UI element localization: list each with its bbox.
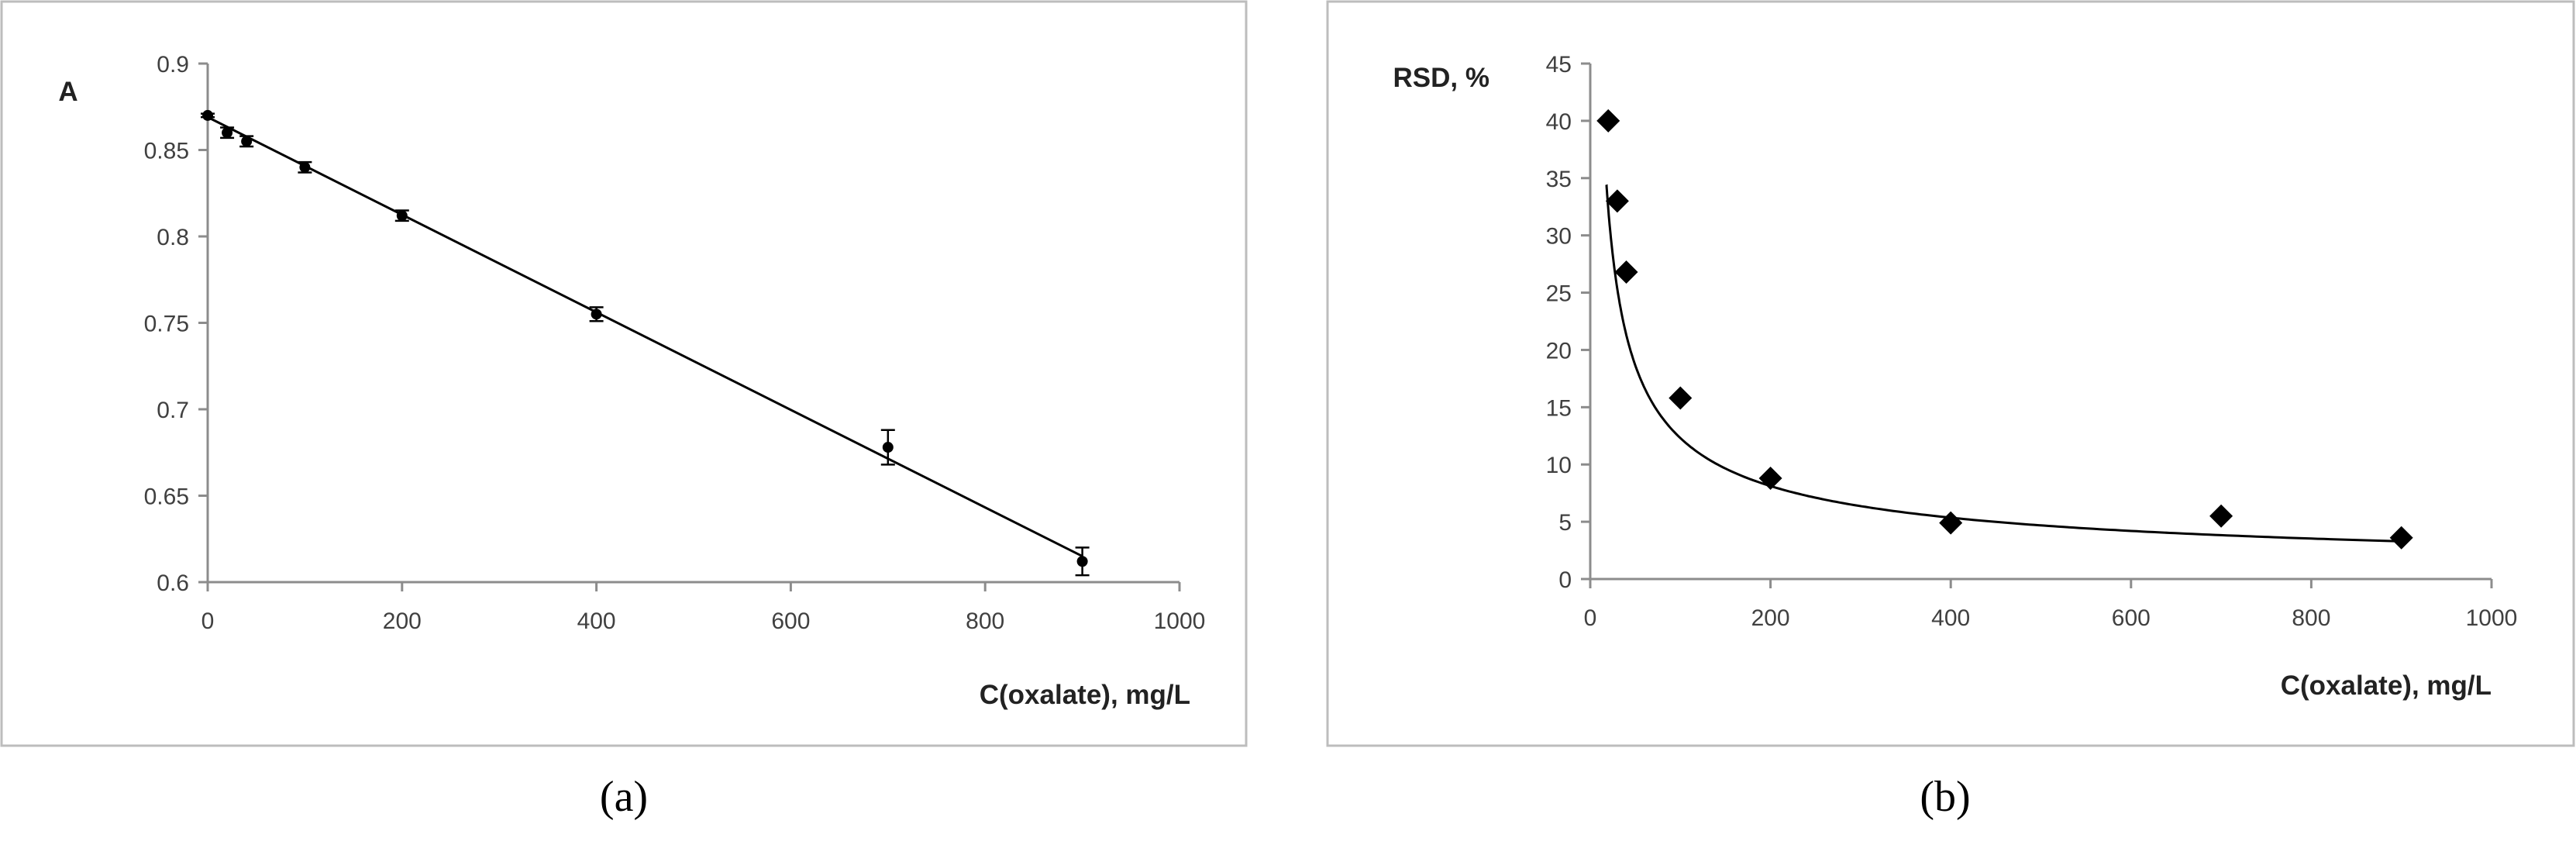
y-tick-label: 0.65 [144,484,189,510]
data-point [396,210,408,222]
data-point [222,127,233,139]
data-point [241,136,253,147]
y-tick-label: 35 [1546,167,1572,192]
data-point [202,109,213,121]
x-tick-label: 800 [966,608,1004,634]
x-axis-title: C(oxalate), mg/L [980,680,1190,710]
panel-b-caption: (b) [1920,773,1970,821]
data-point [882,442,894,453]
x-tick-label: 1000 [2466,605,2518,631]
x-tick-label: 800 [2292,605,2330,631]
panel-a-caption: (a) [600,773,648,821]
data-point [2389,526,2413,550]
y-tick-label: 20 [1546,338,1572,364]
y-tick-label: 40 [1546,109,1572,135]
y-tick-label: 10 [1546,453,1572,478]
y-tick-label: 0.6 [157,571,189,596]
x-tick-label: 1000 [1154,608,1206,634]
x-tick-label: 200 [1751,605,1790,631]
data-point [1605,189,1629,213]
y-tick-label: 0.9 [157,52,189,78]
y-tick-label: 25 [1546,281,1572,307]
data-point [1669,386,1693,410]
y-tick-label: 0 [1558,567,1572,593]
data-point [299,161,311,173]
trendline [1605,184,2402,543]
y-axis-title: RSD, % [1393,63,1489,93]
chart-panel-a: 0.6 0.65 0.7 0.75 0.8 0.85 0.9 0 200 400 600 800 100… [58,52,1205,710]
x-tick-label: 400 [577,608,616,634]
x-tick-label: 600 [2112,605,2151,631]
x-tick-label: 0 [201,608,215,634]
data-point [1939,511,1963,535]
x-tick-label: 0 [1584,605,1597,631]
y-tick-label: 5 [1558,510,1572,536]
y-tick-label: 30 [1546,224,1572,250]
data-point [591,309,602,320]
y-tick-label: 0.75 [144,312,189,337]
data-point [2209,504,2233,528]
x-axis-title: C(oxalate), mg/L [2281,670,2492,701]
y-tick-label: 0.7 [157,398,189,423]
y-tick-label: 0.8 [157,225,189,250]
y-tick-label: 15 [1546,395,1572,421]
x-tick-label: 600 [771,608,810,634]
data-point [1076,556,1088,567]
x-tick-label: 200 [383,608,422,634]
y-tick-label: 45 [1546,52,1572,78]
panel-b-frame [1326,0,2575,747]
x-tick-label: 400 [1931,605,1970,631]
data-point [1596,109,1620,133]
panel-a-frame [0,0,1248,747]
trendline [207,115,1083,557]
y-axis-title: A [58,77,77,107]
y-tick-label: 0.85 [144,139,189,164]
chart-panel-b: 0 5 10 15 20 25 30 35 40 45 0 200 400 600 800 1000 RSD, … [1393,52,2518,701]
data-point [1758,466,1782,490]
data-point [1614,260,1638,284]
